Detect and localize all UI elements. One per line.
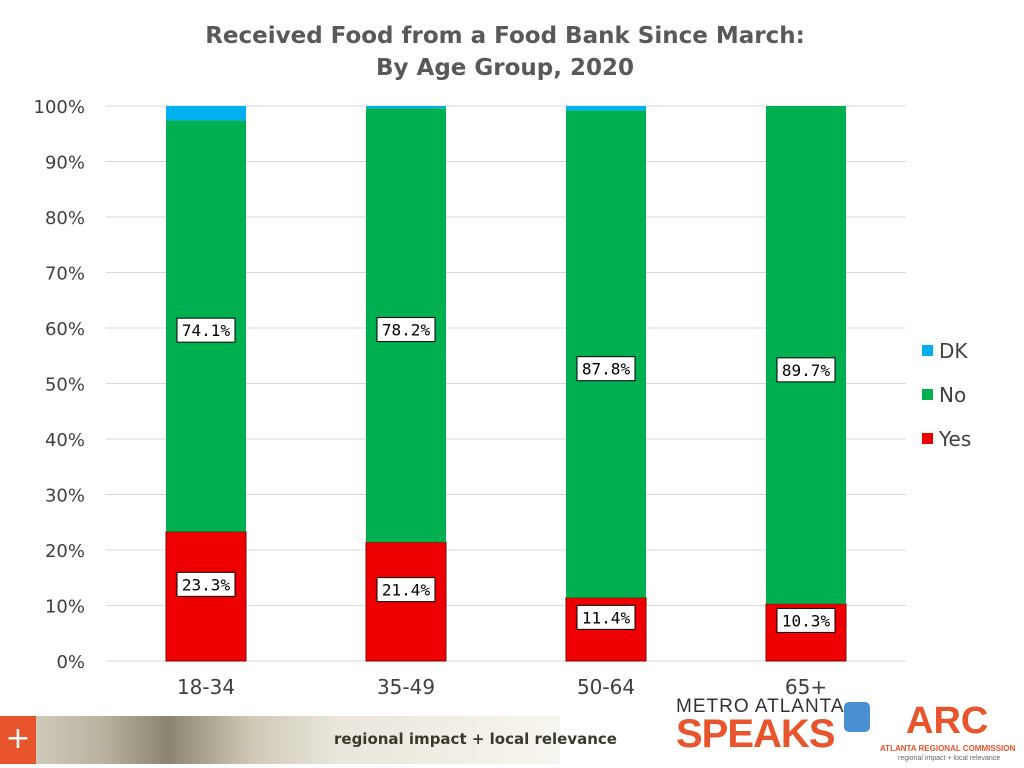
chart-title-line-1: Received Food from a Food Bank Since Mar…	[205, 23, 805, 49]
plus-icon: +	[0, 716, 36, 764]
data-labels: 74.1% 23.3% 78.2% 21.4% 87.8% 11.4% 89.7% 10.3%	[176, 317, 836, 633]
legend-swatch-no	[922, 389, 933, 400]
legend: DK No Yes	[922, 339, 971, 451]
x-tick-label: 18-34	[177, 675, 235, 699]
arc-logo-tagline: regional impact + local relevance	[898, 755, 1001, 762]
footer-banner	[0, 716, 560, 764]
bar-dk-50-64	[566, 106, 646, 111]
data-label: 78.2%	[376, 317, 436, 343]
stacked-bar-chart: Received Food from a Food Bank Since Mar…	[34, 23, 972, 699]
y-tick-label: 100%	[34, 97, 85, 118]
y-tick-label: 30%	[45, 486, 85, 507]
speech-bubble-icon	[844, 702, 870, 732]
legend-label-dk: DK	[939, 339, 968, 363]
y-tick-label: 80%	[45, 208, 85, 229]
metro-logo-line-1: METRO ATLANTA	[676, 696, 845, 717]
bar-no-65+	[766, 106, 846, 604]
x-tick-label: 35-49	[377, 675, 435, 699]
y-tick-label: 0%	[56, 652, 85, 673]
legend-label-no: No	[939, 383, 966, 407]
legend-swatch-yes	[922, 433, 933, 444]
data-label: 89.7%	[776, 357, 836, 383]
data-label-text: 78.2%	[382, 321, 431, 340]
data-label-text: 11.4%	[582, 608, 631, 627]
x-tick-label: 50-64	[577, 675, 635, 699]
data-label: 21.4%	[376, 577, 436, 603]
y-tick-label: 90%	[45, 153, 85, 174]
data-label-text: 10.3%	[782, 611, 831, 630]
data-label-text: 87.8%	[582, 360, 631, 379]
y-tick-label: 40%	[45, 430, 85, 451]
arc-logo: ARC ATLANTA REGIONAL COMMISSION regional…	[880, 700, 1020, 766]
footer-tagline: regional impact + local relevance	[334, 730, 617, 748]
metro-logo-line-2: SPEAKS	[676, 712, 835, 756]
bar-no-50-64	[566, 110, 646, 598]
y-tick-label: 20%	[45, 541, 85, 562]
x-tick-label: 65+	[785, 675, 827, 699]
data-label: 23.3%	[176, 571, 236, 597]
bar-dk-18-34	[166, 106, 246, 121]
y-tick-label: 10%	[45, 597, 85, 618]
data-label: 11.4%	[576, 604, 636, 630]
y-tick-label: 50%	[45, 375, 85, 396]
data-label: 87.8%	[576, 356, 636, 382]
y-tick-label: 70%	[45, 264, 85, 285]
legend-label-yes: Yes	[938, 427, 971, 451]
data-label-text: 74.1%	[182, 321, 231, 340]
bar-dk-35-49	[366, 106, 446, 109]
arc-logo-name: ATLANTA REGIONAL COMMISSION	[880, 744, 1016, 753]
data-label: 74.1%	[176, 317, 236, 343]
arc-logo-mark: ARC	[906, 700, 989, 742]
x-axis: 18-34 35-49 50-64 65+	[177, 675, 827, 699]
y-axis: 0% 10% 20% 30% 40% 50% 60% 70% 80% 90% 100%	[34, 97, 85, 673]
metro-atlanta-speaks-logo: METRO ATLANTA SPEAKS	[676, 696, 876, 762]
data-label: 10.3%	[776, 607, 836, 633]
chart-title-line-2: By Age Group, 2020	[376, 55, 634, 81]
y-tick-label: 60%	[45, 319, 85, 340]
data-label-text: 21.4%	[382, 581, 431, 600]
legend-swatch-dk	[922, 345, 933, 356]
data-label-text: 89.7%	[782, 361, 831, 380]
data-label-text: 23.3%	[182, 575, 231, 594]
